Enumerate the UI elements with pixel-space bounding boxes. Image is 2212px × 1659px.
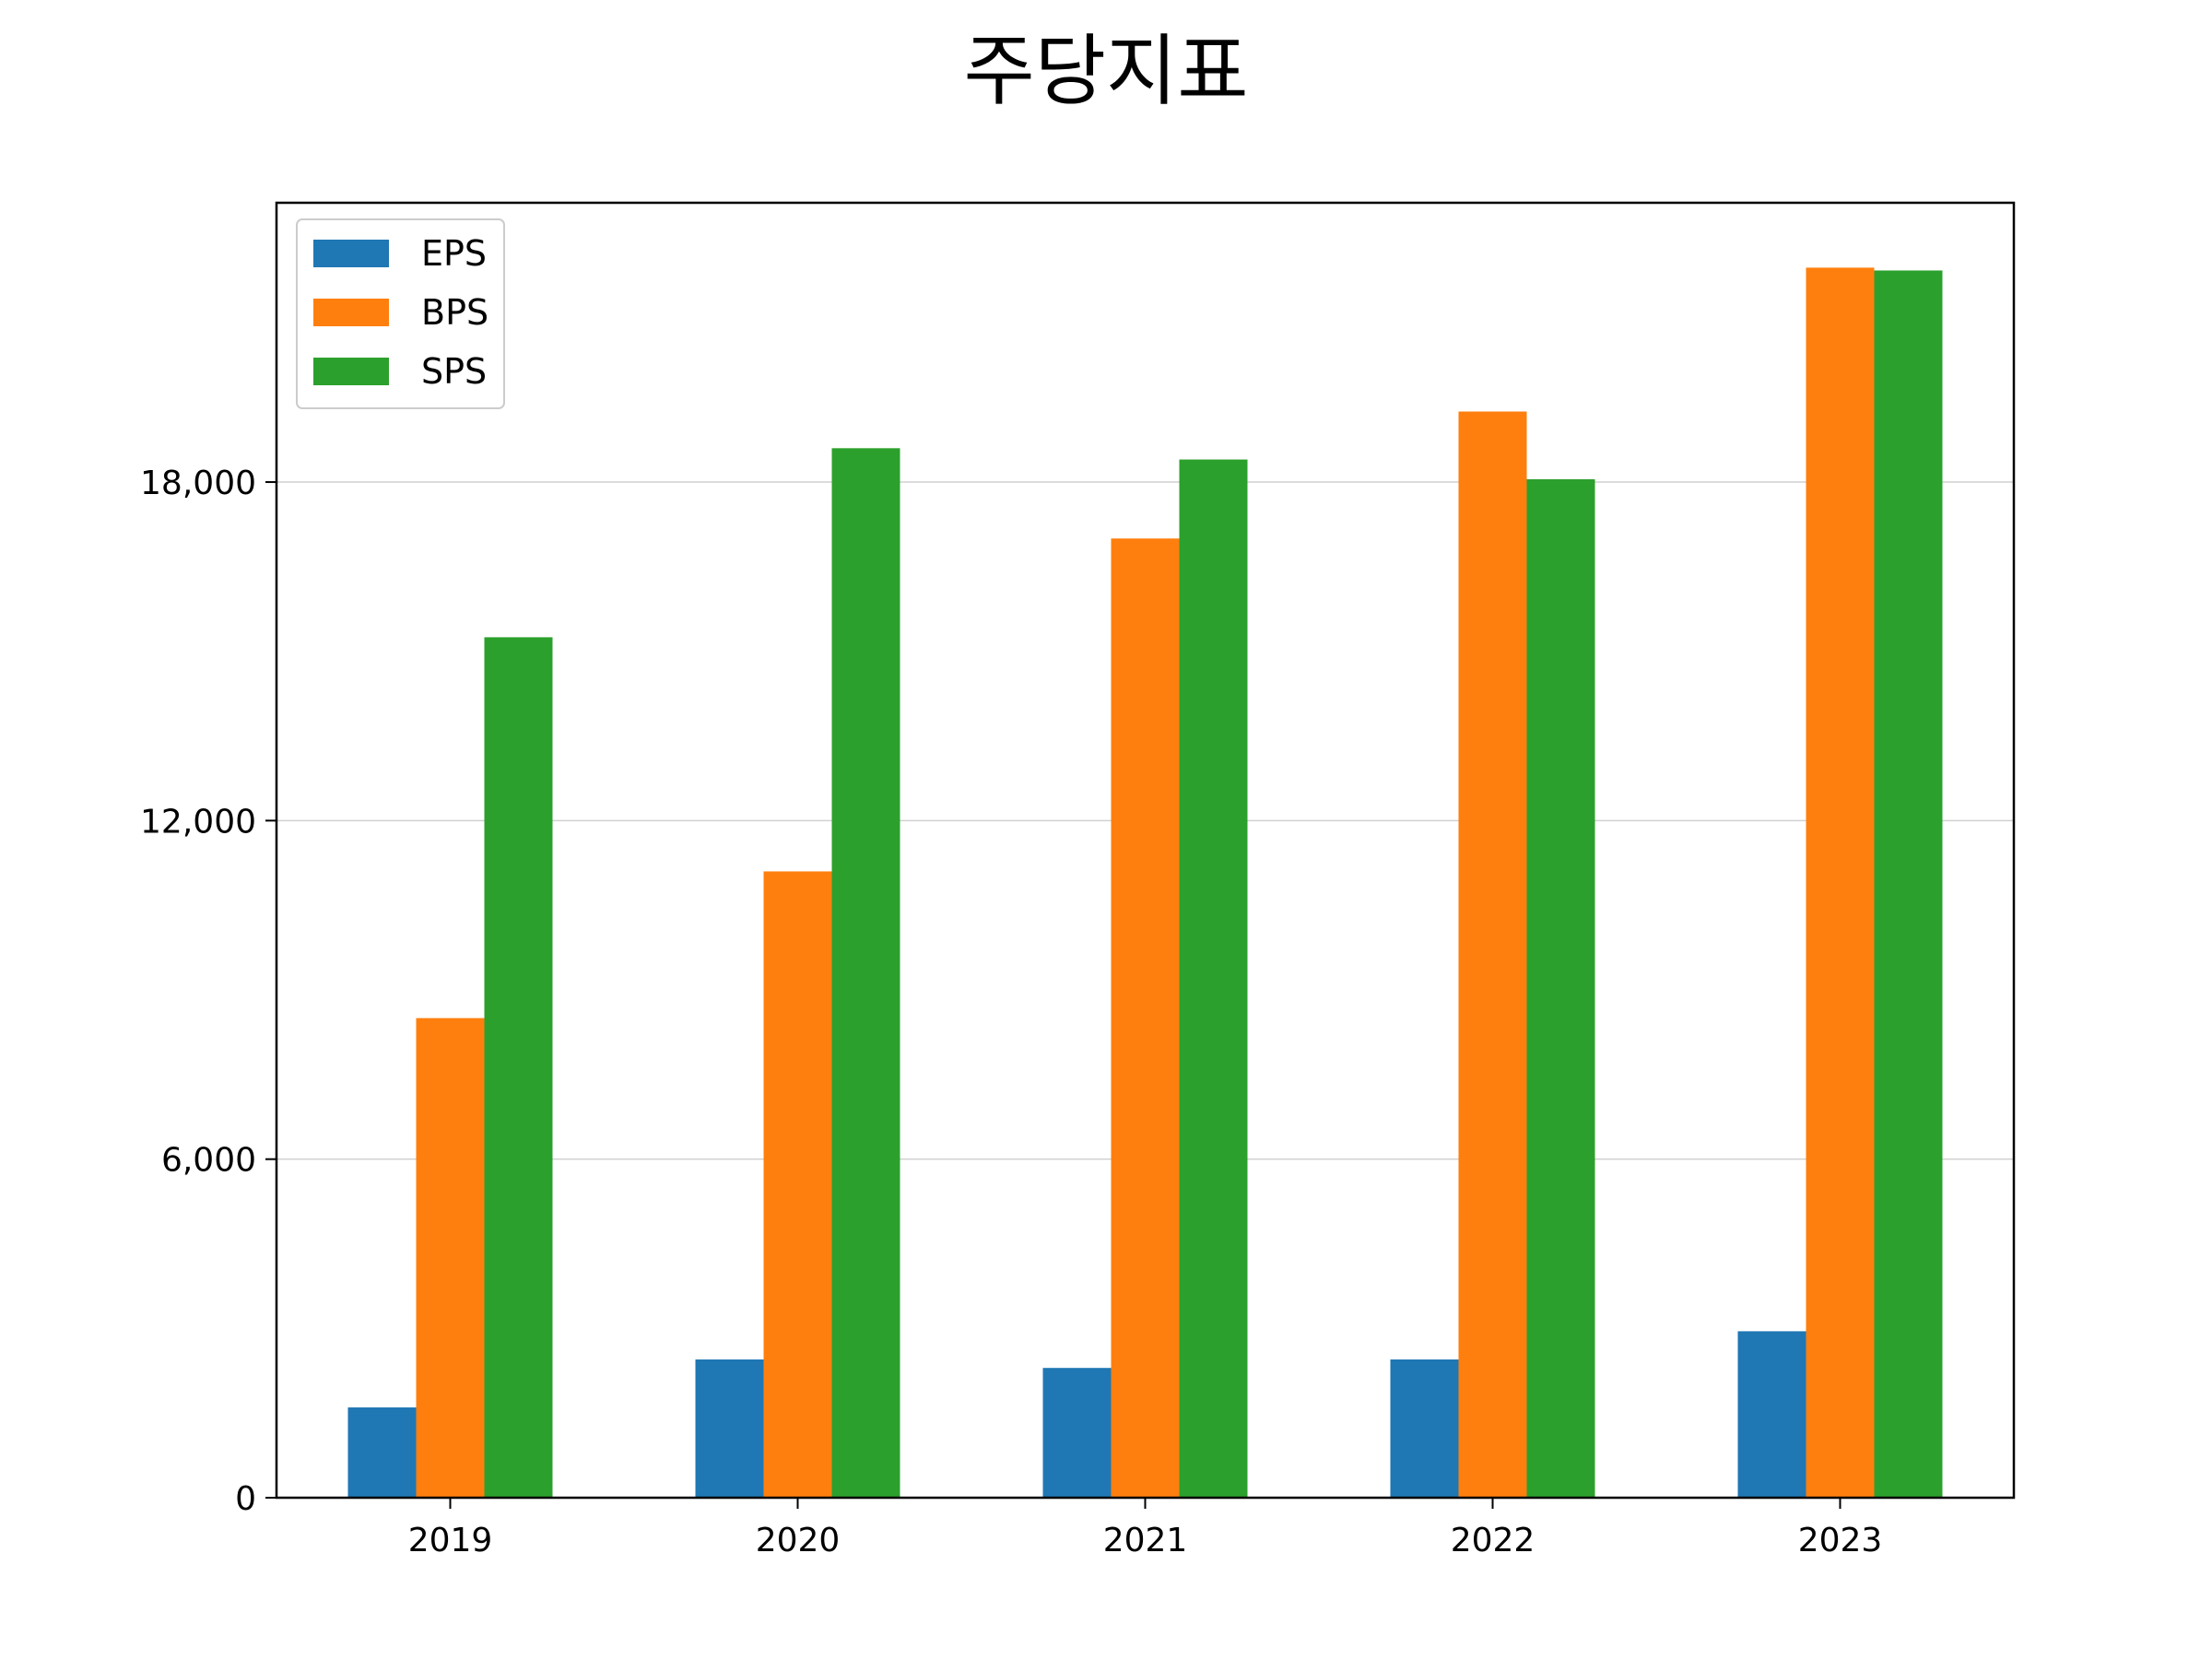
y-tick-label: 0 <box>235 1480 256 1518</box>
bar-bps-2020 <box>763 871 832 1498</box>
legend-label-bps: BPS <box>421 292 488 333</box>
bar-bps-2019 <box>416 1018 485 1498</box>
y-tick-label: 18,000 <box>140 465 256 502</box>
axes: 0 6,000 12,000 18,000 2019 2020 2021 2022 2023 <box>140 465 1882 1559</box>
legend: EPS BPS SPS <box>296 218 505 409</box>
x-tick-label: 2021 <box>1103 1522 1188 1559</box>
bar-sps-2019 <box>484 637 553 1498</box>
bars <box>347 267 1943 1499</box>
bar-bps-2023 <box>1806 267 1875 1498</box>
chart-title: 주당지표 <box>963 26 1249 116</box>
bar-bps-2022 <box>1458 411 1527 1498</box>
x-tick-label: 2022 <box>1451 1522 1535 1559</box>
legend-label-eps: EPS <box>421 233 487 274</box>
x-tick-label: 2019 <box>408 1522 493 1559</box>
bar-sps-2023 <box>1874 270 1943 1498</box>
legend-swatch-bps <box>313 299 389 326</box>
bar-sps-2020 <box>831 448 900 1499</box>
legend-swatch-sps <box>313 358 389 385</box>
bar-eps-2020 <box>695 1359 764 1498</box>
bar-bps-2021 <box>1111 538 1180 1498</box>
legend-label-sps: SPS <box>421 351 487 392</box>
bar-eps-2023 <box>1737 1331 1806 1498</box>
y-tick-label: 6,000 <box>161 1142 256 1180</box>
bar-eps-2022 <box>1390 1359 1459 1498</box>
legend-swatch-eps <box>313 240 389 267</box>
bar-eps-2019 <box>347 1407 417 1498</box>
x-tick-label: 2023 <box>1798 1522 1883 1559</box>
bar-eps-2021 <box>1042 1368 1112 1498</box>
bar-sps-2021 <box>1179 459 1248 1498</box>
y-tick-label: 12,000 <box>140 803 256 841</box>
bar-sps-2022 <box>1526 478 1595 1498</box>
x-tick-label: 2020 <box>756 1522 841 1559</box>
